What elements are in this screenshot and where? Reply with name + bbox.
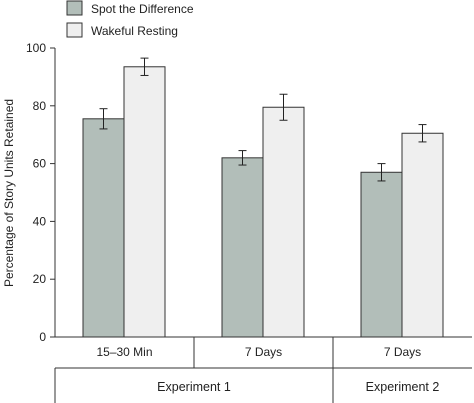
x-tick-label: 7 Days — [384, 345, 421, 359]
x-tick-label: 15–30 Min — [96, 345, 152, 359]
legend-swatch — [66, 0, 83, 16]
legend-swatch — [66, 22, 83, 38]
group-label: Experiment 2 — [366, 380, 440, 394]
error-bar — [140, 57, 149, 76]
legend: Spot the Difference Wakeful Resting — [66, 0, 194, 38]
x-tick-label: 7 Days — [245, 345, 282, 359]
bar-spot-the-difference-0 — [82, 118, 125, 338]
legend-label: Wakeful Resting — [91, 24, 178, 38]
group-label: Experiment 1 — [157, 380, 231, 394]
x-axis: 15–30 Min 7 Days 7 Days Experiment 1 Experim… — [54, 336, 472, 403]
legend-label: Spot the Difference — [91, 2, 194, 16]
bar-wakeful-resting-1 — [262, 106, 305, 338]
error-bar — [279, 93, 288, 121]
error-bar — [377, 163, 386, 182]
y-tick-label: 0 — [39, 330, 46, 344]
bar-spot-the-difference-2 — [360, 171, 403, 338]
y-tick-label: 80 — [33, 99, 47, 113]
error-bar — [99, 108, 108, 130]
bar-wakeful-resting-2 — [401, 132, 444, 338]
bars — [82, 66, 444, 338]
bar-wakeful-resting-0 — [123, 66, 166, 338]
bar-spot-the-difference-1 — [221, 157, 264, 338]
error-bars — [99, 57, 427, 182]
y-tick-label: 100 — [26, 41, 46, 55]
y-axis: 0 20 40 60 80 100 — [26, 41, 56, 344]
y-tick-label: 20 — [33, 272, 47, 286]
y-tick-label: 60 — [33, 157, 47, 171]
error-bar — [238, 150, 247, 166]
y-axis-label: Percentage of Story Units Retained — [2, 99, 16, 287]
y-tick-label: 40 — [33, 214, 47, 228]
error-bar — [418, 124, 427, 143]
